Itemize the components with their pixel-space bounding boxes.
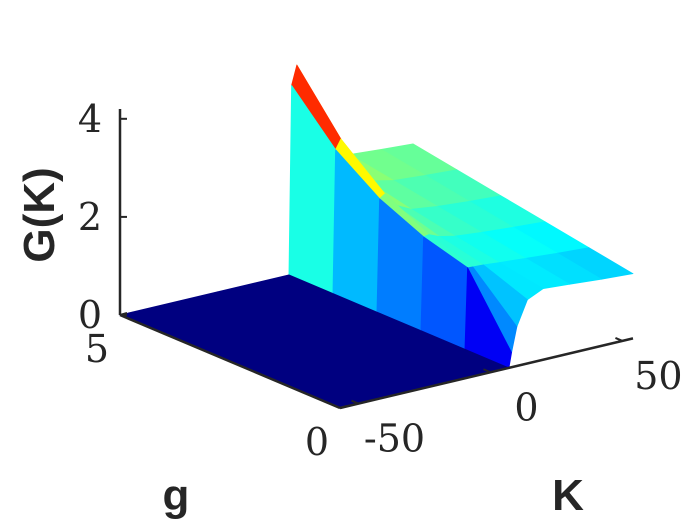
x-tick-label: -50 (364, 417, 425, 461)
x-axis (339, 337, 634, 410)
y-axis-label: g (163, 471, 190, 520)
y-tick (119, 312, 128, 316)
x-tick-label: 0 (514, 385, 538, 429)
x-axis-label: K (552, 471, 584, 520)
y-tick (339, 405, 348, 409)
y-axis (119, 313, 341, 410)
x-tick (615, 336, 623, 342)
z-tick-label: 4 (78, 97, 102, 141)
z-axis-label: G(K) (15, 167, 64, 262)
z-tick-label: 2 (78, 195, 102, 239)
x-tick-label: 50 (634, 354, 682, 398)
x-tick (351, 399, 359, 405)
x-tick (483, 368, 491, 374)
surface-cell (288, 85, 336, 294)
z-tick-label: 0 (78, 293, 102, 337)
y-tick-label: 5 (85, 327, 109, 371)
y-tick-label: 0 (305, 420, 329, 464)
